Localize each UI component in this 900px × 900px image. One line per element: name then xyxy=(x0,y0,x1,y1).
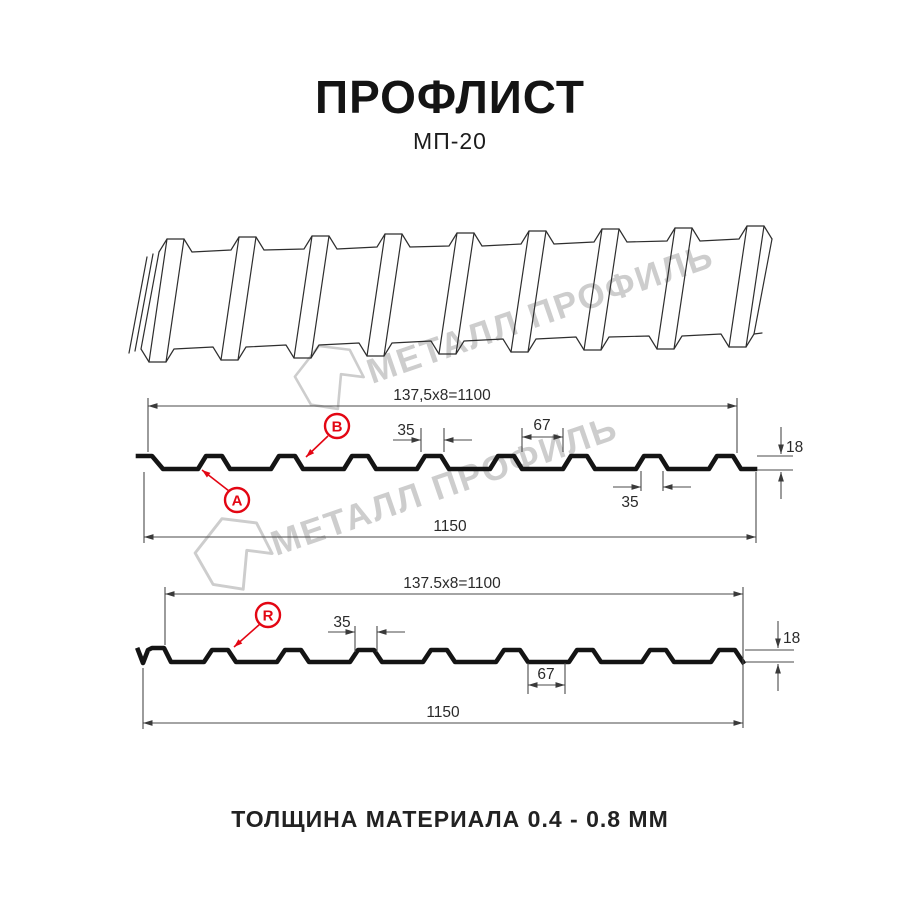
dim-valley-width-label: 67 xyxy=(537,666,554,683)
sketch-cut-end xyxy=(128,251,160,354)
sketch-rib-edges xyxy=(148,225,773,363)
front-view-section: 137,5x8=1100 1150 35 67 18 35 B A xyxy=(135,387,803,543)
dim-rib-width-label: 35 xyxy=(333,614,350,631)
dimension-ticks xyxy=(354,626,566,694)
dim-rib-width-label: 35 xyxy=(397,422,414,439)
marker-r-circle xyxy=(254,601,282,629)
sketch-top-edge xyxy=(158,225,773,253)
extension-lines xyxy=(143,398,793,543)
profile-3d-sketch xyxy=(128,225,773,363)
metal-profile-logo-icon xyxy=(293,344,365,411)
marker-b-circle xyxy=(323,412,351,440)
watermark-text: МЕТАЛЛ ПРОФИЛЬ xyxy=(362,236,719,391)
page-title: ПРОФЛИСТ xyxy=(315,71,585,123)
marker-r-arrow xyxy=(233,623,261,648)
marker-a-arrow xyxy=(201,469,230,492)
dim-overall-width-label: 1150 xyxy=(426,704,460,721)
back-profile-outline xyxy=(135,645,747,666)
marker-r-label: R xyxy=(263,608,274,625)
marker-b-label: B xyxy=(332,419,343,436)
metal-profile-logo-icon xyxy=(193,517,274,591)
dim-coverage-width-label: 137.5x8=1100 xyxy=(403,575,501,592)
dim-overall-width-label: 1150 xyxy=(433,518,467,535)
model-label: МП-20 xyxy=(413,128,487,154)
material-thickness-note: ТОЛЩИНА МАТЕРИАЛА 0.4 - 0.8 ММ xyxy=(231,806,669,832)
marker-b-arrow xyxy=(305,435,329,458)
dim-height-label: 18 xyxy=(786,439,803,456)
dim-valley-width-label: 67 xyxy=(533,417,550,434)
dim-rib-base-label: 35 xyxy=(621,494,638,511)
dim-coverage-width-label: 137,5x8=1100 xyxy=(393,387,491,404)
back-view-section: 137.5x8=1100 1150 35 67 18 R xyxy=(135,575,800,729)
watermark-upper: МЕТАЛЛ ПРОФИЛЬ xyxy=(293,236,719,411)
front-profile-outline xyxy=(135,453,758,472)
dim-height-label: 18 xyxy=(783,630,800,647)
marker-a-circle xyxy=(223,486,251,514)
extension-lines xyxy=(142,587,794,729)
marker-a-label: A xyxy=(232,493,243,510)
